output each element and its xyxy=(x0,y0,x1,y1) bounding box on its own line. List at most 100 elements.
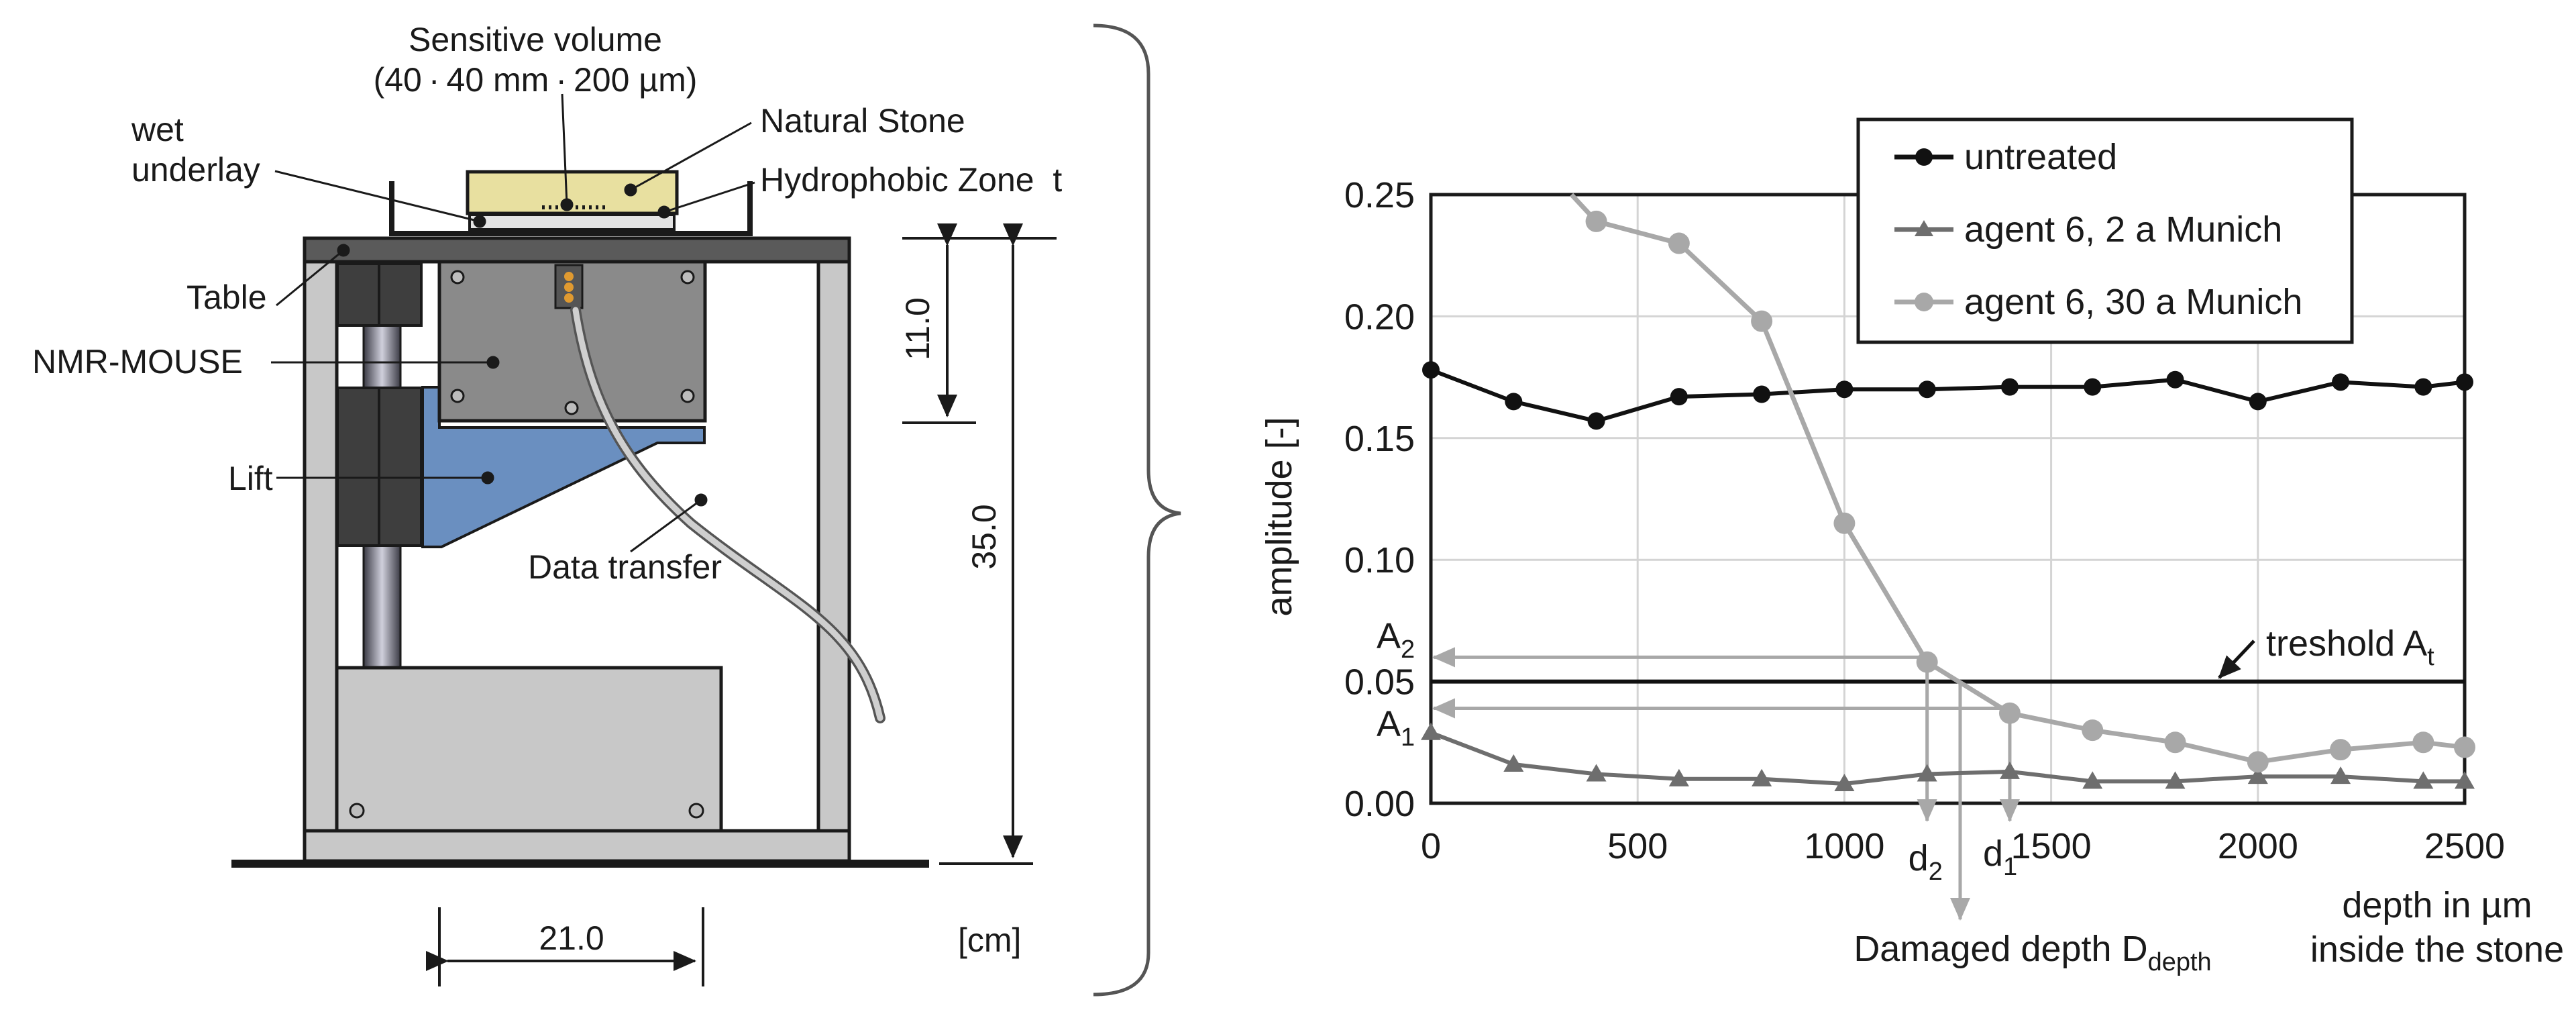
data-point xyxy=(2000,378,2019,396)
data-point xyxy=(2412,731,2434,754)
connector-pin xyxy=(564,293,574,303)
data-point xyxy=(1918,380,1936,399)
chart-legend: untreated agent 6, 2 a Munich agent 6, 3… xyxy=(1856,117,2354,344)
data-point xyxy=(2249,393,2267,411)
data-point xyxy=(1503,754,1524,772)
data-point xyxy=(1751,310,1773,332)
x-tick-label: 2000 xyxy=(2218,826,2298,866)
legend-label-untreated: untreated xyxy=(1964,137,2117,177)
label-sensitive-volume: Sensitive volume xyxy=(409,21,662,58)
data-point xyxy=(1999,761,2020,779)
x-axis-label-line2: inside the stone xyxy=(2310,929,2564,970)
wet-underlay xyxy=(468,213,676,231)
data-point xyxy=(2455,771,2475,789)
threshold-pointer xyxy=(2218,640,2255,679)
y-tick-label: 0.15 xyxy=(1344,419,1415,459)
data-point xyxy=(2166,370,2184,389)
series-line-1 xyxy=(1430,730,2465,786)
screw xyxy=(680,270,695,285)
data-point xyxy=(2456,373,2473,391)
series-0 xyxy=(1422,361,2473,430)
legend-marker-agent6-2a xyxy=(1915,220,1933,236)
label-underlay: underlay xyxy=(131,151,260,189)
connector-pin xyxy=(564,283,574,292)
annotation-a2: A2 xyxy=(1377,616,1415,664)
data-point xyxy=(1917,764,1937,782)
annotation-d2-sub: 2 xyxy=(1929,858,1943,886)
label-data-transfer: Data transfer xyxy=(528,548,722,586)
screw xyxy=(564,401,579,415)
unit-label: [cm] xyxy=(958,921,1021,959)
axis-ticks: 0 500 1000 1500 2000 2500 0.00 0.05 0.10 0.15 0.20… xyxy=(1344,175,2505,866)
data-point xyxy=(2330,739,2352,761)
data-point xyxy=(1421,722,1441,740)
y-tick-label: 0.05 xyxy=(1344,662,1415,703)
data-point xyxy=(1752,768,1772,786)
x-axis-label-line1: depth in µm xyxy=(2342,885,2532,925)
frame-right-leg xyxy=(816,260,851,863)
dim-height-35: 35.0 xyxy=(965,504,1003,569)
screw xyxy=(349,803,365,819)
label-table: Table xyxy=(186,278,267,316)
data-point xyxy=(1668,768,1689,786)
data-point xyxy=(2164,731,2186,754)
data-point xyxy=(1753,385,1771,403)
data-point xyxy=(1670,388,1688,406)
label-sensitive-volume-size: (40 · 40 mm · 200 µm) xyxy=(374,61,698,99)
data-point xyxy=(1916,651,1938,673)
base-box xyxy=(335,666,723,833)
x-tick-label: 0 xyxy=(1421,826,1441,866)
data-point xyxy=(2247,751,2269,773)
data-point xyxy=(1998,702,2021,724)
screw xyxy=(688,803,704,819)
sample-holder-bracket xyxy=(389,181,753,236)
annotation-d1: d1 xyxy=(1983,833,2017,881)
x-tick-label: 1000 xyxy=(1804,826,1884,866)
frame-left-leg xyxy=(303,260,339,863)
annotation-d2-main: d xyxy=(1909,838,1929,878)
connector-pin xyxy=(564,272,574,281)
dimension-lines xyxy=(426,223,1057,986)
legend-label-agent6-2a: agent 6, 2 a Munich xyxy=(1964,209,2282,250)
y-tick-label: 0.10 xyxy=(1344,540,1415,580)
data-point xyxy=(1587,412,1605,430)
screw xyxy=(450,270,465,285)
data-point xyxy=(1586,764,1607,782)
data-point xyxy=(1585,210,1607,232)
data-point xyxy=(2330,766,2351,784)
label-hydrophobic-zone: Hydrophobic Zone t xyxy=(760,161,1062,199)
data-point xyxy=(1834,773,1855,791)
annotation-d2: d2 xyxy=(1909,838,1943,886)
data-point xyxy=(2084,378,2102,396)
legend-marker-untreated xyxy=(1915,148,1933,166)
data-point xyxy=(2413,771,2434,789)
data-point xyxy=(2082,719,2104,742)
y-axis-label: amplitude [-] xyxy=(1259,417,1299,616)
amplitude-depth-chart: 0 500 1000 1500 2000 2500 0.00 0.05 0.10 0.15 0.20… xyxy=(1259,117,2564,976)
damaged-depth-label: Damaged depth Ddepth xyxy=(1854,929,2211,976)
threshold-label-sub: t xyxy=(2427,643,2434,671)
y-tick-label: 0.25 xyxy=(1344,175,1415,215)
evaluation-guides xyxy=(1431,640,2465,921)
x-tick-label: 1500 xyxy=(2011,826,2092,866)
leader-lines xyxy=(271,93,755,553)
label-nmr-mouse: NMR-MOUSE xyxy=(32,343,243,380)
data-cable-core xyxy=(572,307,883,721)
damaged-depth-main: Damaged depth D xyxy=(1854,929,2147,969)
data-point xyxy=(2247,766,2268,784)
data-point xyxy=(1835,380,1854,399)
series-layer xyxy=(1421,193,2475,791)
data-point xyxy=(1505,393,1523,411)
threshold-label-main: treshold A xyxy=(2266,623,2427,664)
data-point xyxy=(2332,373,2350,391)
data-point xyxy=(2165,771,2186,789)
label-natural-stone: Natural Stone xyxy=(760,102,965,140)
annotation-a1: A1 xyxy=(1377,704,1415,752)
curly-brace xyxy=(1093,23,1181,997)
label-wet: wet xyxy=(131,111,184,148)
annotation-a2-main: A xyxy=(1377,616,1401,656)
dim-height-11: 11.0 xyxy=(899,297,936,360)
measurement-setup-diagram: Sensitive volume (40 · 40 mm · 200 µm) N… xyxy=(32,21,1181,997)
annotation-a1-main: A xyxy=(1377,704,1401,744)
